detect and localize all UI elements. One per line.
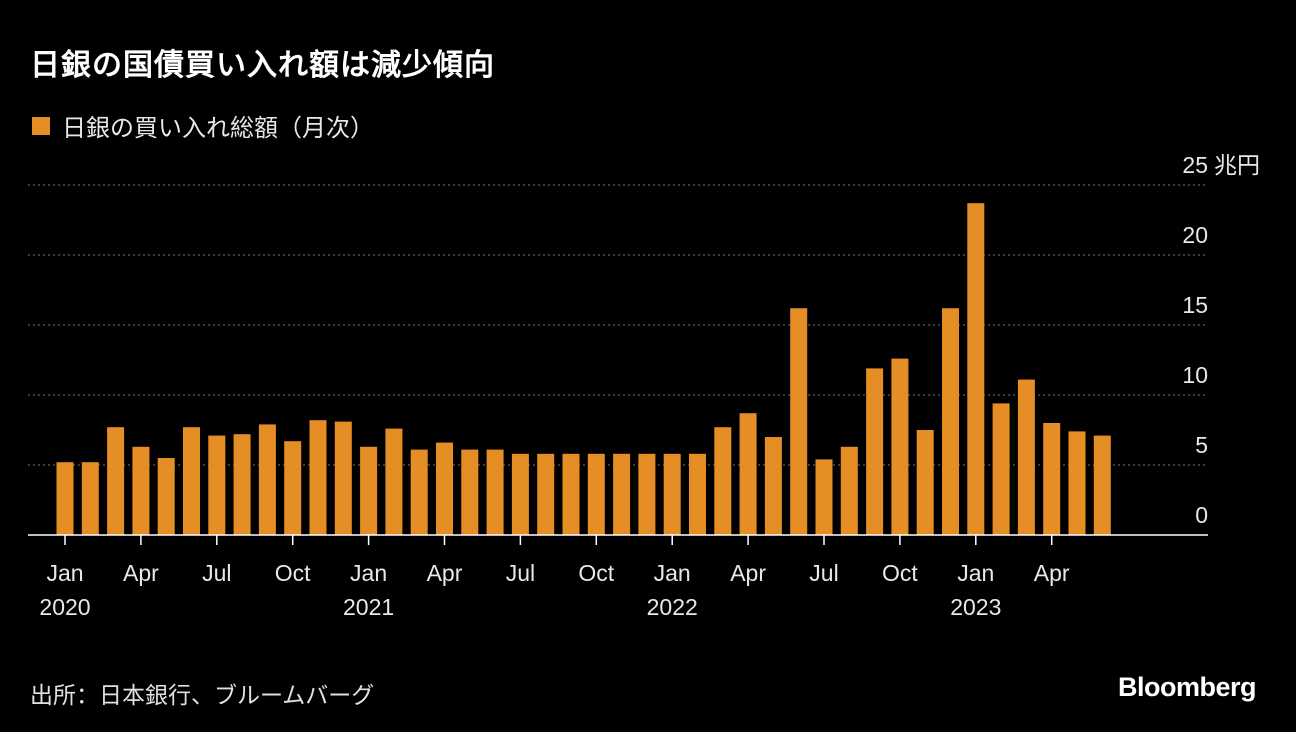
bar	[815, 459, 833, 535]
bar	[840, 446, 858, 535]
x-tick-label: Apr	[427, 560, 463, 586]
x-year-label: 2023	[950, 594, 1001, 620]
bar	[866, 368, 884, 535]
bar	[790, 308, 808, 535]
x-year-label: 2020	[39, 594, 90, 620]
bar	[284, 441, 302, 535]
x-tick-label: Apr	[123, 560, 159, 586]
bar	[739, 413, 757, 535]
bar	[107, 427, 125, 535]
x-year-label: 2021	[343, 594, 394, 620]
bar	[916, 430, 934, 535]
bar	[208, 435, 226, 535]
bar	[967, 203, 985, 535]
x-tick-label: Jan	[957, 560, 994, 586]
y-tick-label: 25	[1182, 152, 1208, 178]
bar	[233, 434, 251, 535]
bar	[486, 449, 504, 535]
bar	[891, 358, 909, 535]
x-tick-label: Jul	[809, 560, 838, 586]
bar	[992, 403, 1010, 535]
x-tick-label: Oct	[882, 560, 918, 586]
bar	[183, 427, 200, 535]
y-unit-label: 兆円	[1214, 153, 1260, 179]
bar	[258, 424, 276, 535]
x-tick-label: Jan	[654, 560, 691, 586]
y-tick-label: 20	[1182, 222, 1208, 248]
x-tick-label: Oct	[578, 560, 614, 586]
bar	[511, 453, 529, 535]
bar	[81, 462, 99, 535]
legend-swatch	[32, 116, 50, 135]
legend-label: 日銀の買い入れ総額（月次）	[62, 114, 374, 142]
y-tick-label: 10	[1182, 362, 1208, 388]
brand-logo: Bloomberg	[1117, 672, 1257, 702]
bar	[714, 427, 732, 535]
x-tick-label: Jan	[46, 560, 83, 586]
bar	[1093, 435, 1111, 535]
bar	[764, 437, 782, 535]
bar	[385, 428, 403, 535]
bar	[1043, 423, 1061, 535]
bar	[1068, 431, 1086, 535]
x-tick-label: Jan	[350, 560, 387, 586]
bar	[638, 453, 656, 535]
x-tick-label: Jul	[202, 560, 231, 586]
bar	[436, 442, 453, 535]
bar	[537, 453, 555, 535]
chart-title: 日銀の国債買い入れ額は減少傾向	[30, 48, 495, 83]
x-year-label: 2022	[647, 594, 698, 620]
bar	[587, 453, 605, 535]
bar	[157, 458, 175, 535]
bar	[334, 421, 352, 535]
bar	[56, 462, 74, 535]
bar	[461, 449, 479, 535]
x-tick-label: Apr	[1034, 560, 1070, 586]
source-note: 出所：日本銀行、ブルームバーグ	[30, 683, 375, 709]
y-tick-label: 0	[1195, 502, 1208, 528]
bar	[613, 453, 631, 535]
bar	[562, 453, 580, 535]
bar	[309, 420, 327, 535]
x-tick-label: Oct	[275, 560, 311, 586]
bar	[942, 308, 959, 535]
bar	[1017, 379, 1035, 535]
y-tick-label: 5	[1195, 432, 1208, 458]
legend: 日銀の買い入れ総額（月次）	[32, 108, 374, 143]
x-tick-label: Apr	[730, 560, 766, 586]
bar	[132, 446, 150, 535]
bar	[410, 449, 428, 535]
bar	[360, 446, 378, 535]
bar	[663, 453, 681, 535]
bar	[689, 453, 706, 535]
y-tick-label: 15	[1182, 292, 1208, 318]
x-tick-label: Jul	[506, 560, 535, 586]
